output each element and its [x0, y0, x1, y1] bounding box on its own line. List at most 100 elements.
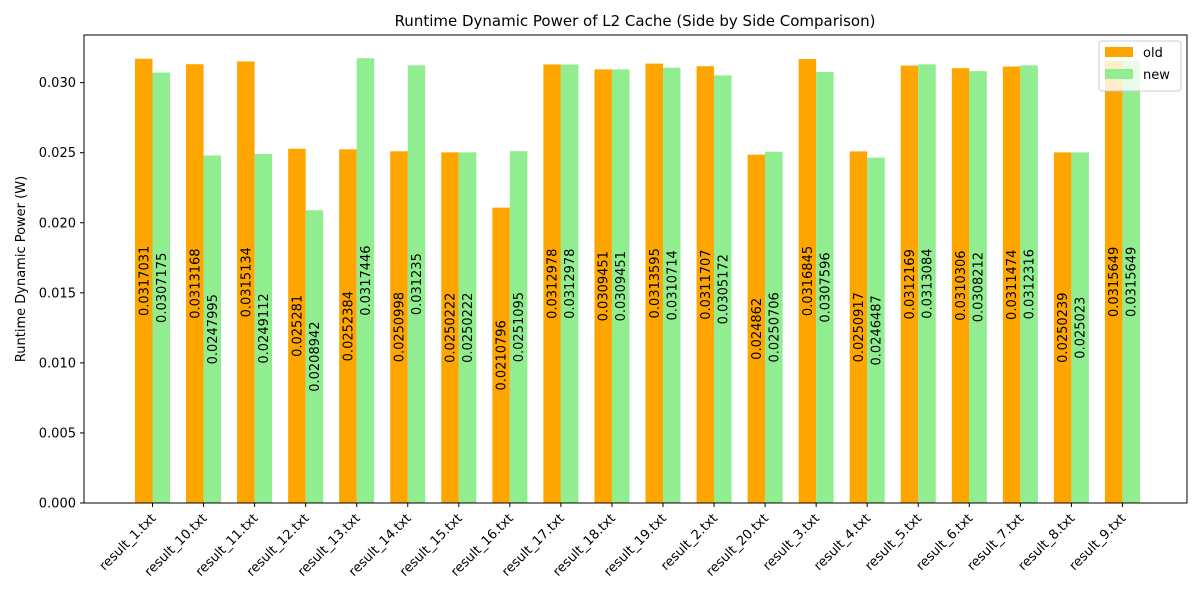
- bar-label-new-result_8.txt: 0.025023: [1074, 297, 1089, 359]
- y-tick-label: 0.015: [39, 286, 76, 301]
- bar-old-result_2.txt: [696, 66, 715, 503]
- bar-old-result_19.txt: [645, 63, 663, 504]
- bar-new-result_13.txt: [356, 58, 375, 503]
- bar-new-result_6.txt: [969, 71, 987, 503]
- bar-label-old-result_6.txt: 0.0310306: [954, 250, 969, 320]
- x-axis: result_1.txtresult_10.txtresult_11.txtre…: [97, 503, 1129, 580]
- bar-label-old-result_17.txt: 0.0312978: [546, 249, 561, 319]
- bar-new-result_10.txt: [203, 155, 222, 503]
- bar-label-old-result_7.txt: 0.0311474: [1005, 250, 1020, 320]
- bar-label-new-result_2.txt: 0.0305172: [716, 254, 731, 324]
- bar-label-old-result_10.txt: 0.0313168: [188, 248, 203, 318]
- legend: old new: [1098, 40, 1182, 92]
- legend-swatch-old: [1105, 47, 1133, 57]
- bar-label-new-result_18.txt: 0.0309451: [614, 251, 629, 321]
- bar-new-result_17.txt: [560, 64, 579, 503]
- bar-old-result_17.txt: [543, 64, 561, 503]
- bar-label-old-result_16.txt: 0.0210796: [495, 320, 510, 390]
- bar-label-new-result_7.txt: 0.0312316: [1023, 249, 1038, 319]
- bar-label-new-result_14.txt: 0.031235: [410, 253, 425, 315]
- bar-label-old-result_9.txt: 0.0315649: [1107, 247, 1122, 317]
- legend-swatch-new: [1105, 69, 1133, 79]
- chart-title: Runtime Dynamic Power of L2 Cache (Side …: [395, 12, 876, 30]
- bar-label-old-result_2.txt: 0.0311707: [699, 249, 714, 319]
- bar-new-result_3.txt: [816, 71, 834, 503]
- bar-old-result_10.txt: [186, 64, 204, 503]
- bar-label-old-result_8.txt: 0.0250239: [1056, 293, 1071, 363]
- y-tick-label: 0.010: [39, 356, 76, 371]
- bar-label-new-result_11.txt: 0.0249112: [257, 293, 272, 363]
- bar-label-new-result_20.txt: 0.0250706: [767, 292, 782, 362]
- bar-label-new-result_19.txt: 0.0310714: [665, 250, 680, 320]
- bar-new-result_14.txt: [407, 65, 426, 503]
- bar-old-result_20.txt: [747, 154, 766, 503]
- bar-label-old-result_11.txt: 0.0315134: [239, 247, 254, 317]
- y-axis: 0.000 0.005 0.010 0.015 0.020 0.025 0.030: [39, 76, 84, 512]
- bar-old-result_12.txt: [288, 148, 306, 503]
- y-tick-label: 0.020: [39, 216, 76, 231]
- bar-old-result_16.txt: [492, 207, 510, 503]
- bar-label-old-result_3.txt: 0.0316845: [801, 246, 816, 316]
- y-axis-label: Runtime Dynamic Power (W): [14, 176, 29, 362]
- bar-label-new-result_6.txt: 0.0308212: [972, 252, 987, 322]
- bar-old-result_4.txt: [849, 151, 868, 503]
- bar-old-result_15.txt: [441, 152, 459, 503]
- bar-label-old-result_18.txt: 0.0309451: [597, 251, 612, 321]
- y-tick-label: 0.030: [39, 76, 76, 91]
- y-tick-label: 0.005: [39, 426, 76, 441]
- bar-label-old-result_13.txt: 0.0252384: [341, 291, 356, 361]
- bar-label-new-result_17.txt: 0.0312978: [563, 249, 578, 319]
- bar-old-result_5.txt: [900, 65, 919, 504]
- bar-label-new-result_3.txt: 0.0307596: [818, 252, 833, 322]
- bar-new-result_1.txt: [152, 72, 170, 503]
- bar-old-result_18.txt: [594, 69, 612, 503]
- bar-label-new-result_15.txt: 0.0250222: [461, 293, 476, 363]
- plot-frame: [83, 34, 1188, 504]
- bar-new-result_7.txt: [1020, 65, 1038, 503]
- bar-old-result_3.txt: [798, 59, 817, 504]
- bar-old-result_8.txt: [1053, 152, 1072, 503]
- bar-label-new-result_10.txt: 0.0247995: [206, 294, 221, 364]
- bar-old-result_9.txt: [1104, 60, 1123, 503]
- bar-label-new-result_1.txt: 0.0307175: [155, 253, 170, 323]
- bar-label-old-result_1.txt: 0.0317031: [137, 246, 152, 316]
- bar-new-result_16.txt: [509, 151, 528, 503]
- bar-old-result_13.txt: [339, 149, 357, 503]
- bar-label-old-result_12.txt: 0.025281: [290, 295, 305, 357]
- bar-new-result_8.txt: [1071, 152, 1089, 503]
- bar-label-old-result_14.txt: 0.0250998: [393, 292, 408, 362]
- bar-new-result_11.txt: [254, 153, 273, 503]
- bar-label-new-result_4.txt: 0.0246487: [869, 295, 884, 365]
- bar-old-result_14.txt: [390, 151, 408, 504]
- bar-label-old-result_5.txt: 0.0312169: [903, 249, 918, 319]
- bar-old-result_6.txt: [951, 68, 970, 503]
- bar-new-result_20.txt: [765, 151, 783, 503]
- bars-group: [135, 58, 1140, 504]
- bar-label-new-result_16.txt: 0.0251095: [512, 292, 527, 362]
- bar-label-old-result_20.txt: 0.024862: [750, 298, 765, 360]
- legend-label-new: new: [1143, 68, 1170, 83]
- bar-label-new-result_9.txt: 0.0315649: [1125, 247, 1140, 317]
- bar-label-old-result_15.txt: 0.0250222: [444, 293, 459, 363]
- y-tick-label: 0.025: [39, 146, 76, 161]
- y-tick-label: 0.000: [39, 497, 76, 512]
- bar-label-old-result_19.txt: 0.0313595: [648, 248, 663, 318]
- bar-label-new-result_5.txt: 0.0313084: [921, 248, 936, 318]
- bar-label-new-result_13.txt: 0.0317446: [359, 245, 374, 315]
- bar-label-old-result_4.txt: 0.0250917: [852, 292, 867, 362]
- bar-old-result_1.txt: [135, 58, 153, 504]
- bar-old-result_7.txt: [1002, 66, 1021, 503]
- legend-label-old: old: [1143, 46, 1163, 61]
- bar-new-result_4.txt: [867, 157, 885, 504]
- bar-new-result_9.txt: [1122, 60, 1140, 503]
- bar-new-result_18.txt: [611, 69, 630, 503]
- bar-old-result_11.txt: [237, 61, 255, 503]
- bar-new-result_12.txt: [305, 210, 324, 504]
- bar-new-result_15.txt: [458, 152, 477, 503]
- bar-label-new-result_12.txt: 0.0208942: [308, 321, 323, 391]
- bar-new-result_2.txt: [714, 75, 732, 503]
- bar-new-result_5.txt: [918, 64, 936, 504]
